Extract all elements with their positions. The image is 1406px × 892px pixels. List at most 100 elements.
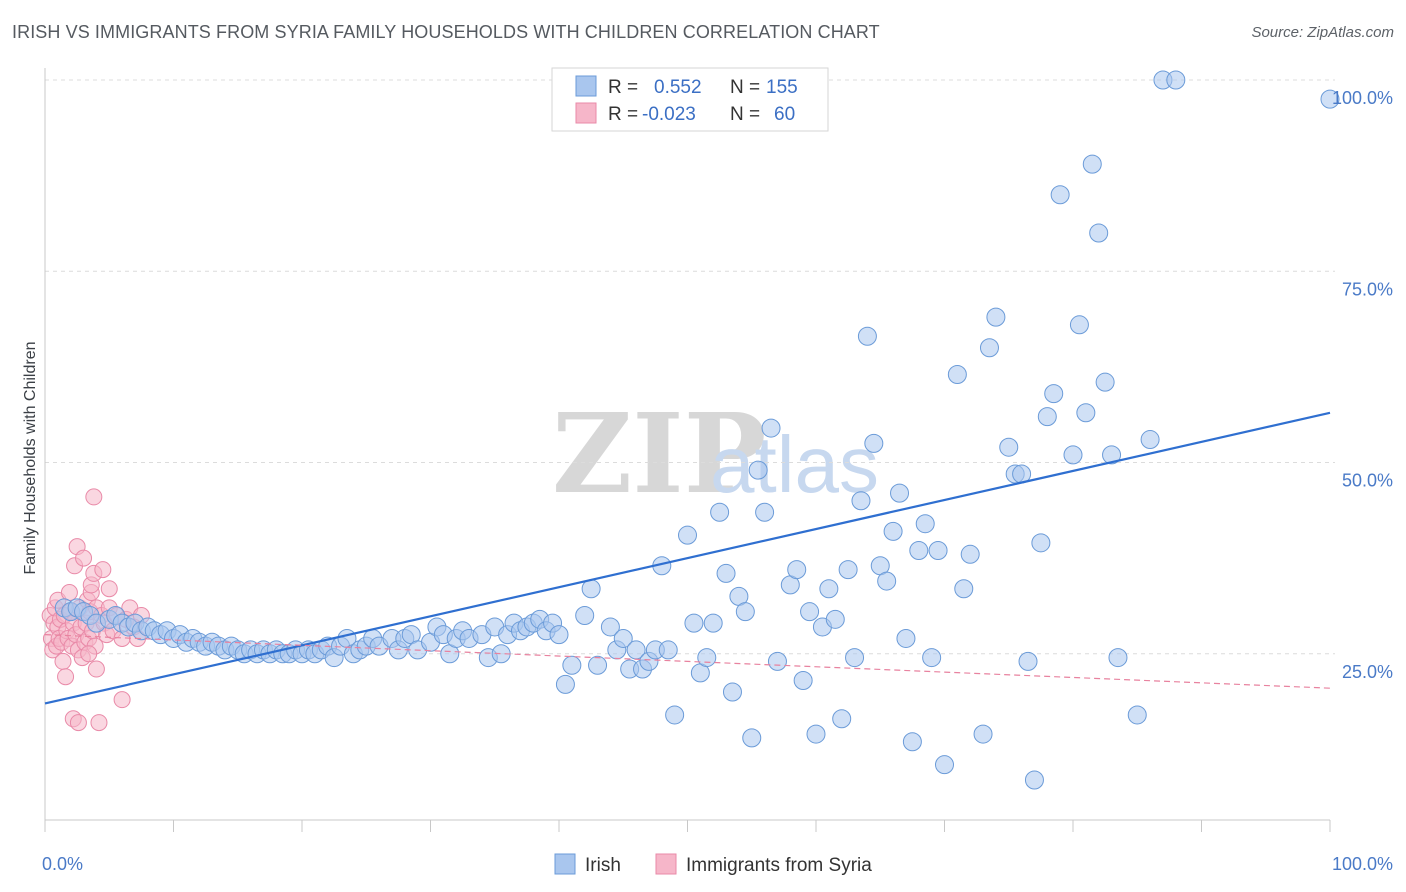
irish-point	[1031, 533, 1051, 553]
irish-point	[575, 606, 595, 625]
legend-box: R = 0.552 N = 155 R = -0.023 N = 60	[551, 67, 829, 132]
irish-point	[678, 525, 697, 545]
irish-point	[1024, 770, 1044, 790]
irish-point	[703, 613, 723, 633]
bottom-legend: Irish Immigrants from Syria	[554, 853, 872, 876]
irish-point	[1108, 648, 1128, 668]
irish-point	[722, 682, 742, 702]
irish-point	[973, 724, 993, 744]
irish-point	[1320, 89, 1340, 109]
legend-r-label-syria: R =	[608, 104, 638, 125]
irish-point	[555, 674, 575, 694]
watermark-atlas: atlas	[710, 420, 879, 509]
irish-point	[613, 628, 633, 648]
legend-n-label-irish: N =	[730, 77, 760, 98]
irish-point	[684, 613, 704, 633]
irish-point	[665, 705, 685, 725]
syria-point	[87, 660, 105, 678]
irish-point	[748, 460, 768, 480]
syria-point	[60, 584, 78, 602]
bottom-legend-label-syria: Immigrants from Syria	[686, 855, 872, 876]
irish-point	[767, 651, 787, 671]
irish-point	[742, 728, 762, 748]
legend-n-label-syria: N =	[730, 104, 760, 125]
irish-point	[890, 483, 910, 503]
irish-point	[1082, 154, 1102, 174]
irish-point	[864, 433, 884, 453]
irish-point	[697, 648, 717, 668]
syria-trend-line	[44, 634, 1331, 689]
irish-point	[1140, 430, 1160, 450]
legend-n-value-syria: 60	[774, 104, 795, 125]
syria-point	[90, 714, 108, 732]
irish-point	[549, 625, 569, 645]
irish-point	[787, 560, 807, 580]
legend-r-value-syria: -0.023	[642, 104, 696, 125]
syria-point	[54, 652, 72, 670]
bottom-legend-label-irish: Irish	[585, 855, 621, 876]
irish-point	[1044, 384, 1064, 404]
irish-point	[845, 648, 865, 668]
irish-point	[909, 540, 929, 560]
irish-trend-line	[44, 411, 1331, 705]
irish-point	[832, 709, 852, 729]
irish-point	[877, 571, 897, 591]
irish-point	[1037, 407, 1057, 427]
legend-swatch-syria	[575, 102, 597, 124]
irish-point	[857, 326, 877, 346]
x-tick-marks	[44, 820, 1331, 832]
watermark-zip: ZIP	[552, 389, 766, 518]
syria-point	[113, 691, 131, 709]
x-tick-label-0: 0.0%	[42, 854, 83, 874]
legend-n-value-irish: 155	[766, 77, 798, 98]
irish-point	[755, 502, 775, 522]
irish-point	[588, 655, 608, 675]
irish-point	[761, 418, 781, 438]
syria-point	[100, 580, 118, 598]
irish-point	[806, 724, 826, 744]
legend-r-label-irish: R =	[608, 77, 638, 98]
irish-point	[979, 338, 999, 358]
irish-point	[1050, 185, 1070, 205]
legend-r-value-irish: 0.552	[654, 77, 702, 98]
bottom-legend-swatch-irish	[554, 853, 576, 875]
irish-point	[935, 755, 954, 775]
irish-point	[1089, 223, 1109, 243]
irish-point	[1166, 70, 1186, 90]
chart-source: Source: ZipAtlas.com	[1251, 24, 1394, 41]
irish-point	[838, 560, 858, 580]
irish-point	[1063, 445, 1083, 465]
irish-point	[1076, 403, 1096, 423]
y-tick-label-25: 25.0%	[1342, 662, 1393, 682]
irish-points	[54, 70, 1340, 790]
syria-point	[69, 714, 87, 732]
irish-point	[1018, 651, 1038, 671]
y-axis-label: Family Households with Children	[22, 342, 39, 575]
irish-point	[1069, 315, 1089, 335]
irish-point	[1095, 372, 1115, 392]
trend-lines	[44, 411, 1331, 705]
chart-title: IRISH VS IMMIGRANTS FROM SYRIA FAMILY HO…	[12, 22, 880, 42]
irish-point	[915, 514, 935, 534]
irish-point	[716, 563, 736, 583]
irish-point	[819, 579, 839, 599]
irish-point	[825, 609, 845, 629]
y-tick-label-50: 50.0%	[1342, 471, 1393, 491]
irish-point	[851, 491, 871, 511]
grid-lines	[45, 79, 1335, 655]
irish-point	[896, 628, 916, 648]
irish-point	[902, 732, 922, 752]
irish-point	[960, 544, 980, 564]
irish-point	[735, 602, 755, 622]
irish-point	[658, 640, 678, 660]
irish-point	[793, 671, 813, 691]
bottom-legend-swatch-syria	[655, 853, 677, 875]
y-tick-label-100: 100.0%	[1332, 88, 1393, 108]
irish-point	[928, 540, 948, 560]
irish-point	[986, 307, 1006, 327]
irish-point	[999, 437, 1019, 457]
syria-point	[85, 488, 103, 506]
syria-point	[80, 645, 98, 663]
y-tick-label-75: 75.0%	[1342, 279, 1393, 299]
